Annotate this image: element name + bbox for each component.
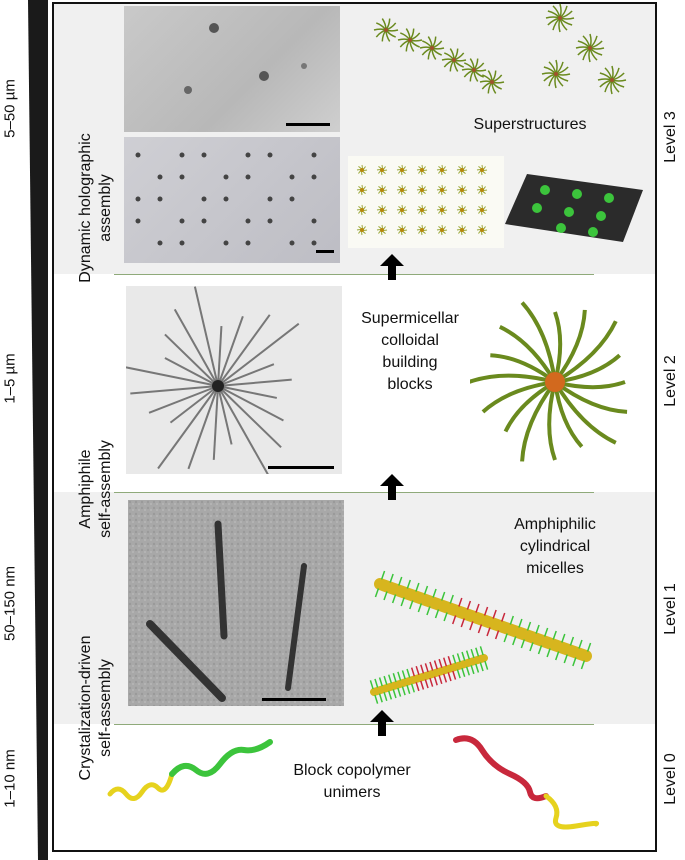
micrograph-level3-top: [124, 6, 340, 132]
unimers-caption: Block copolymer unimers: [282, 760, 422, 804]
up-arrow-icon: [370, 710, 394, 736]
process-amphiphile-line2: self-assembly: [97, 440, 114, 538]
divider-2-1: [114, 492, 594, 493]
superstructure-branched-illustration: [541, 3, 627, 95]
divider-3-2: [114, 274, 594, 275]
cylindrical-micelles-illustration: [369, 570, 592, 704]
unimer-left-illustration: [107, 739, 273, 801]
scale-bar: [286, 123, 330, 126]
scale-label-level1: 50–150 nm: [1, 565, 19, 642]
scale-bar: [262, 698, 326, 701]
micrograph-level2-star: [126, 286, 342, 474]
up-arrow-icon: [380, 254, 404, 280]
caption-line: colloidal: [381, 332, 439, 349]
caption-line: Supermicellar: [361, 310, 459, 327]
array-plate-illustration: [505, 174, 643, 242]
micrograph-level1-cylinders: [128, 500, 344, 706]
process-amphiphile-line1: Amphiphile: [77, 449, 94, 529]
holographic-pattern-illustration: [348, 156, 504, 248]
caption-line: unimers: [323, 784, 381, 801]
unimer-right-illustration: [453, 735, 600, 830]
process-holographic-line2: assembly: [97, 174, 114, 242]
process-label-holographic: Dynamic holographic assembly: [76, 128, 116, 288]
caption-line: cylindrical: [519, 538, 591, 555]
micelles-caption: Amphiphilic cylindrical micelles: [490, 514, 620, 580]
supermicelle-illustration: [470, 301, 628, 462]
level-label-0: Level 0: [662, 753, 679, 805]
caption-line: Block copolymer: [293, 762, 411, 779]
level-label-2: Level 2: [662, 355, 679, 407]
caption-line: building: [382, 354, 438, 371]
scale-label-level2: 1–5 µm: [1, 353, 19, 404]
wedge-scale-icon: [28, 0, 48, 860]
level-label-1: Level 1: [662, 583, 679, 635]
caption-line: blocks: [387, 376, 433, 393]
building-blocks-caption: Supermicellar colloidal building blocks: [345, 308, 475, 396]
superstructures-caption: Superstructures: [473, 116, 587, 133]
scale-bar: [316, 250, 334, 253]
scale-label-level0: 1–10 nm: [1, 749, 19, 808]
caption-line: Amphiphilic: [514, 516, 596, 533]
level-label-3: Level 3: [662, 111, 679, 163]
scale-label-level3: 5–50 µm: [1, 79, 19, 138]
divider-1-0: [114, 724, 594, 725]
caption-line: micelles: [526, 560, 584, 577]
superstructure-chain-illustration: [373, 18, 505, 94]
process-holographic-line1: Dynamic holographic: [77, 133, 94, 283]
process-label-amphiphile: Amphiphile self-assembly: [76, 429, 116, 549]
process-crystallization-line1: Crystalization-driven: [77, 635, 94, 781]
up-arrow-icon: [380, 474, 404, 500]
scale-bar: [268, 466, 334, 469]
micrograph-level3-array: [124, 137, 340, 263]
